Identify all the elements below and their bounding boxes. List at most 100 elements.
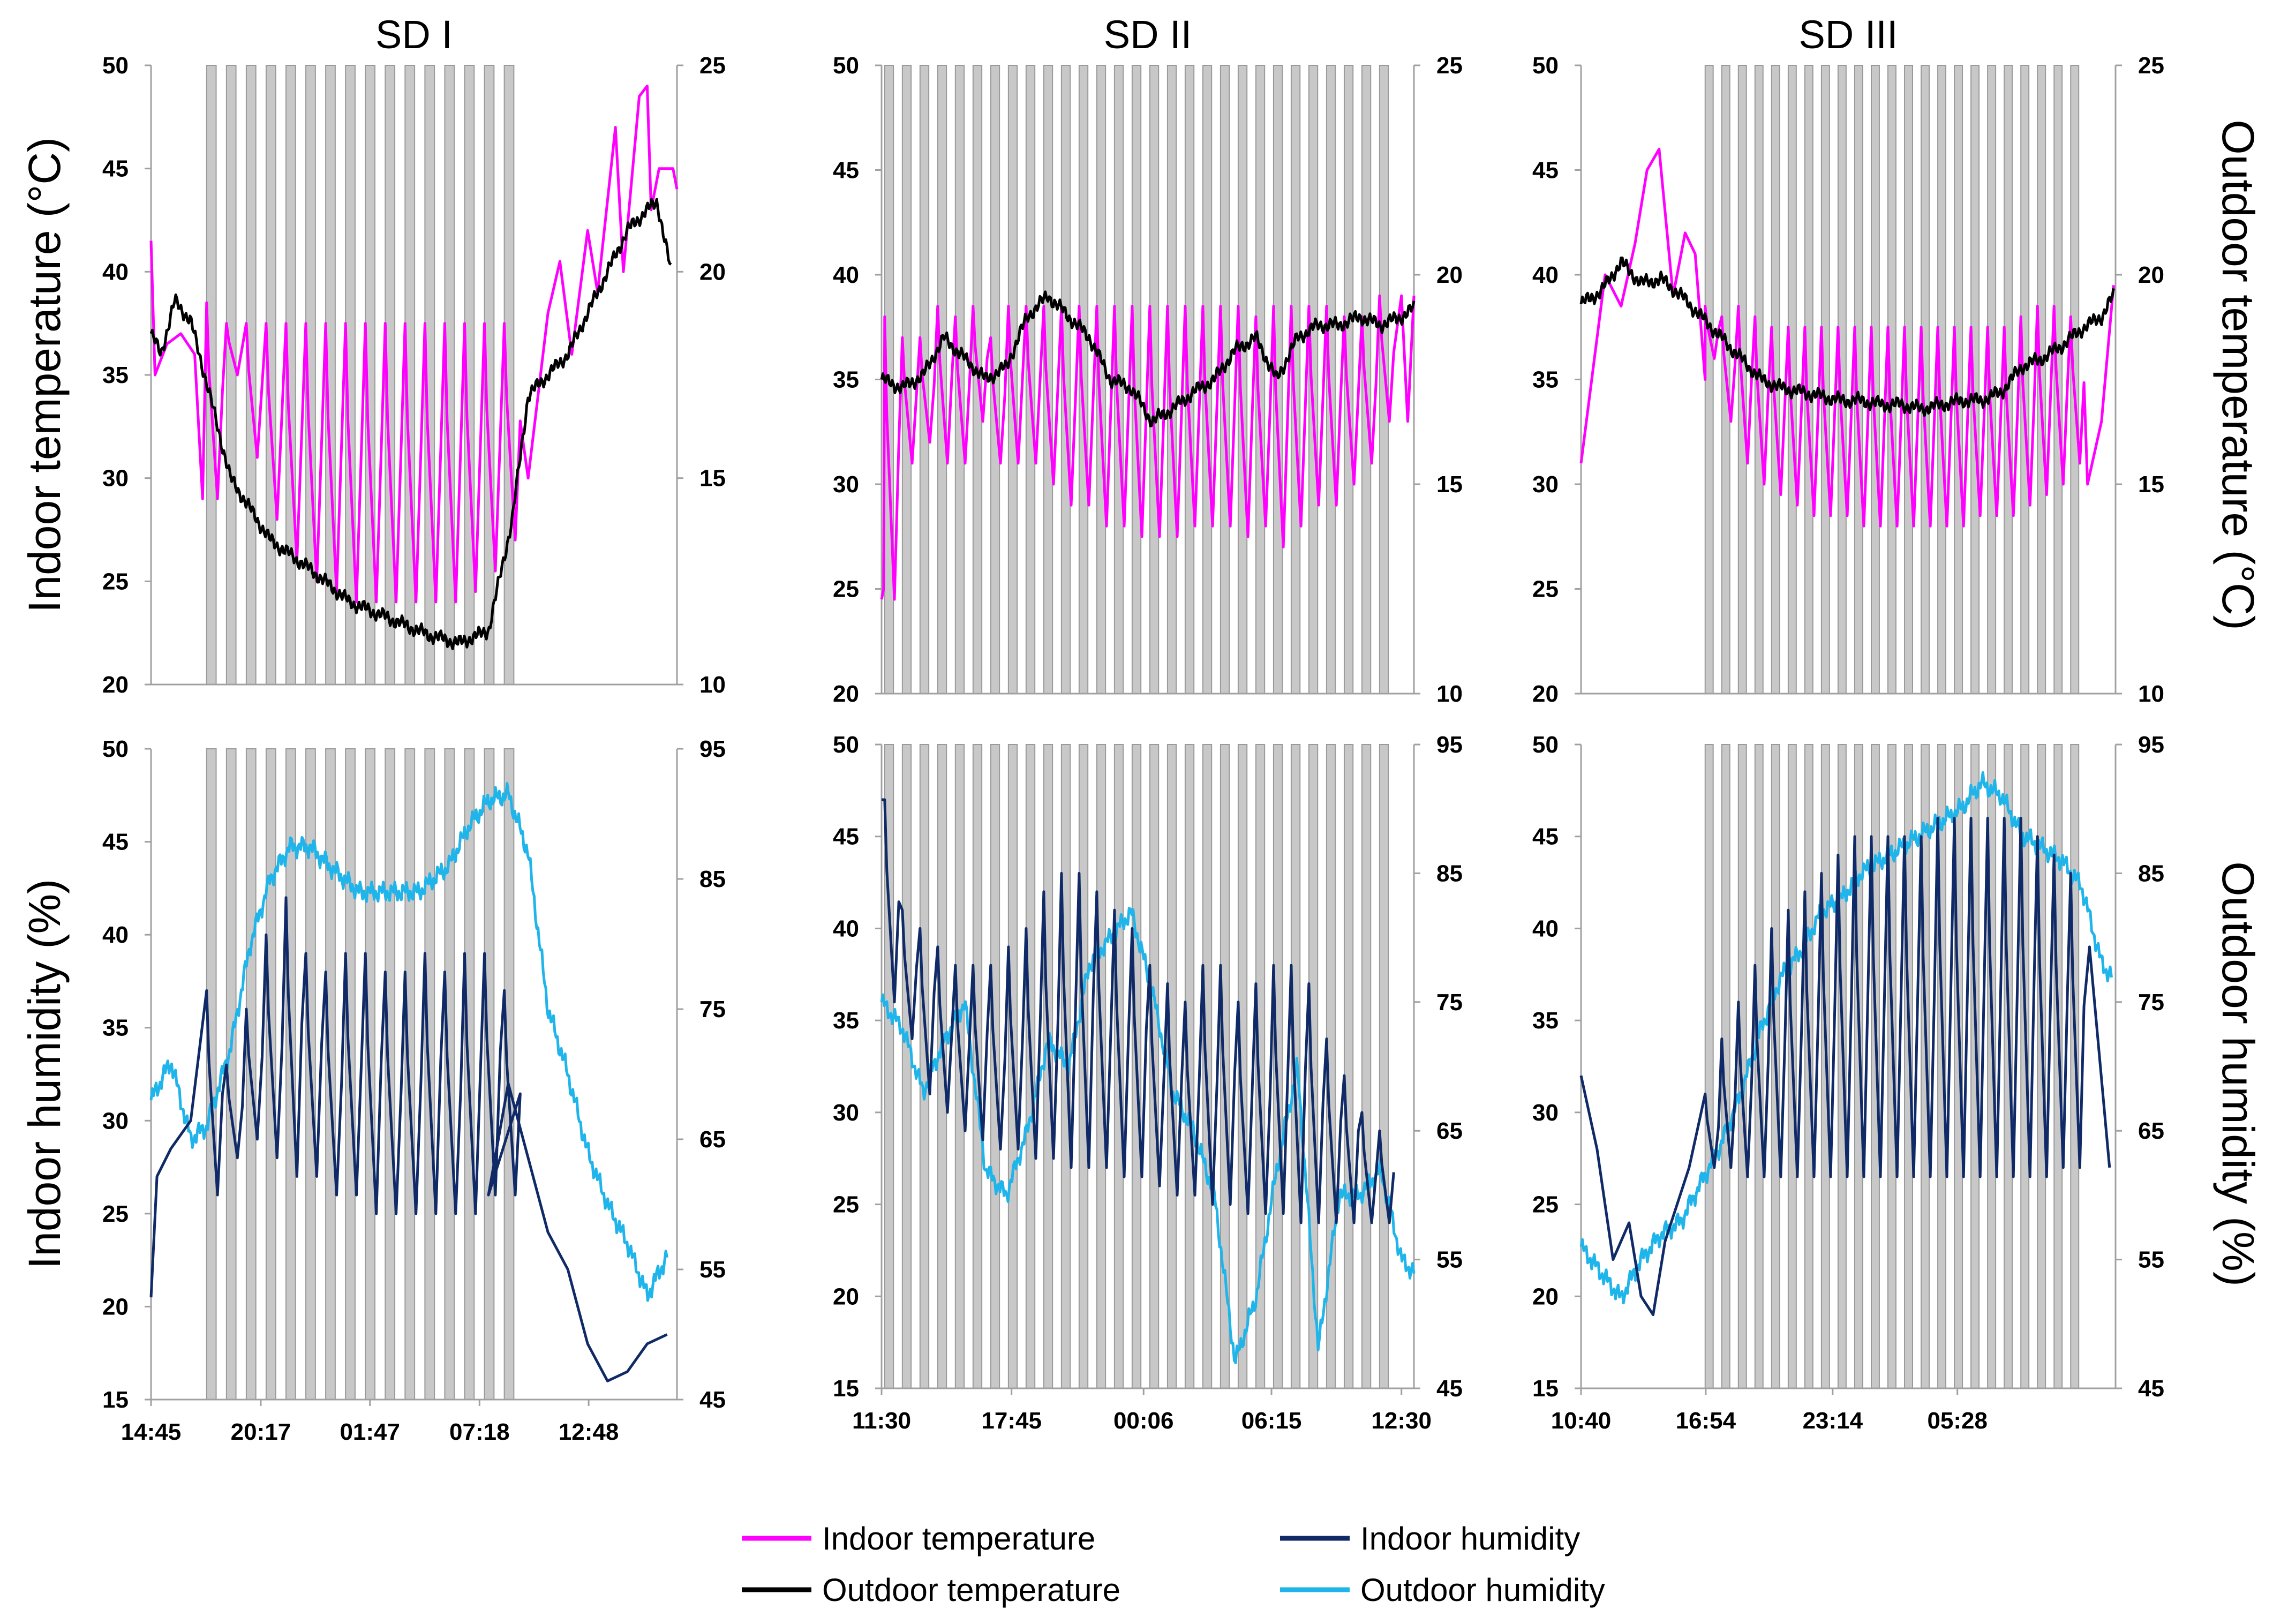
right-tick-label: 25 [2138,52,2164,79]
sd-band [404,748,416,1400]
right-tick-label: 15 [1436,471,1463,498]
sd-band [901,744,912,1389]
left-tick-label: 15 [833,1375,859,1402]
right-tick-label: 95 [2138,732,2164,758]
x-tick-label: 05:28 [1927,1408,1988,1434]
left-tick-label: 40 [102,922,129,948]
right-tick-label: 85 [699,866,726,892]
left-bottom-axis-title: Indoor humidity (%) [19,879,70,1269]
sd-band [1343,744,1354,1389]
x-tick-label: 17:45 [981,1408,1042,1434]
x-tick-label: 07:18 [449,1419,510,1445]
x-tick-label: 12:48 [559,1419,619,1445]
legend-label: Outdoor temperature [822,1572,1120,1608]
sd-band [1379,744,1389,1389]
x-tick-label: 23:14 [1803,1408,1863,1434]
left-tick-label: 25 [833,1192,859,1218]
left-tick-label: 35 [102,1015,129,1041]
left-tick-label: 45 [102,829,129,855]
left-tick-label: 15 [1532,1375,1559,1402]
panel-title: SD I [375,12,453,57]
left-tick-label: 45 [833,824,859,850]
left-tick-label: 45 [102,156,129,182]
indoor-temperature-line [1579,147,2115,528]
panel-title: SD III [1798,12,1898,57]
left-tick-label: 30 [1532,1100,1559,1126]
left-tick-label: 20 [1532,1283,1559,1310]
left-tick-label: 40 [833,262,859,288]
right-tick-label: 10 [1436,681,1463,707]
sd-band [1361,744,1372,1389]
sd-band [2070,744,2080,1389]
left-tick-label: 30 [833,1100,859,1126]
left-tick-label: 35 [833,367,859,393]
indoor-humidity-line [882,798,1395,1224]
left-tick-label: 50 [1532,732,1559,758]
left-tick-label: 50 [102,736,129,762]
right-tick-label: 75 [2138,989,2164,1016]
left-tick-label: 30 [833,471,859,498]
sd-band [385,748,396,1400]
right-tick-label: 20 [699,259,726,285]
left-tick-label: 35 [102,362,129,388]
right-tick-label: 25 [1436,52,1463,79]
x-tick-label: 14:45 [121,1419,182,1445]
left-tick-label: 30 [102,1108,129,1134]
sd-band [1837,744,1847,1389]
right-tick-label: 15 [699,465,726,492]
x-tick-label: 00:06 [1113,1408,1174,1434]
right-tick-label: 65 [1436,1118,1463,1144]
legend-label: Outdoor humidity [1360,1572,1605,1608]
indoor-humidity-line [149,896,668,1382]
legend-label: Indoor humidity [1360,1521,1580,1557]
left-tick-label: 40 [1532,262,1559,288]
sd-band [1273,744,1283,1389]
right-tick-label: 85 [1436,860,1463,886]
outdoor-humidity-line [149,782,668,1302]
outdoor-temperature-line [1579,257,2115,417]
x-tick-label: 06:15 [1241,1408,1302,1434]
x-tick-label: 11:30 [852,1408,911,1434]
right-tick-label: 55 [699,1257,726,1283]
right-tick-label: 10 [699,672,726,698]
indoor-temperature-line [149,85,679,604]
left-tick-label: 20 [102,1294,129,1320]
left-tick-label: 35 [833,1008,859,1034]
indoor-humidity-line [1579,816,2111,1317]
sd-band [1043,65,1053,694]
indoor-temperature-line [880,294,1416,601]
left-tick-label: 50 [833,732,859,758]
x-tick-label: 10:40 [1551,1408,1612,1434]
sd-band [206,748,217,1400]
right-tick-label: 65 [2138,1118,2164,1144]
left-tick-label: 50 [102,52,129,79]
sd-band [503,748,515,1400]
left-tick-label: 25 [102,568,129,595]
x-tick-label: 16:54 [1676,1408,1736,1434]
right-tick-label: 45 [699,1387,726,1413]
right-tick-label: 95 [699,736,726,762]
right-bottom-axis-title: Outdoor humidity (%) [2213,861,2263,1287]
left-top-axis-title: Indoor temperature (°C) [19,137,70,613]
sd-band [225,65,237,685]
right-tick-label: 20 [2138,262,2164,288]
right-tick-label: 45 [1436,1375,1463,1402]
left-tick-label: 50 [1532,52,1559,79]
right-tick-label: 95 [1436,732,1463,758]
left-tick-label: 20 [1532,681,1559,707]
right-tick-label: 55 [1436,1247,1463,1273]
right-tick-label: 25 [699,52,726,79]
right-tick-label: 10 [2138,681,2164,707]
right-top-axis-title: Outdoor temperature (°C) [2213,119,2263,630]
left-tick-label: 40 [833,915,859,942]
sd-band [1202,744,1213,1389]
sd-band [1220,744,1230,1389]
x-tick-label: 20:17 [231,1419,291,1445]
outdoor-temperature-line [880,290,1416,427]
x-tick-label: 01:47 [340,1419,400,1445]
legend-label: Indoor temperature [822,1521,1095,1557]
left-tick-label: 45 [1532,157,1559,184]
x-tick-label: 12:30 [1371,1408,1432,1434]
right-tick-label: 55 [2138,1247,2164,1273]
